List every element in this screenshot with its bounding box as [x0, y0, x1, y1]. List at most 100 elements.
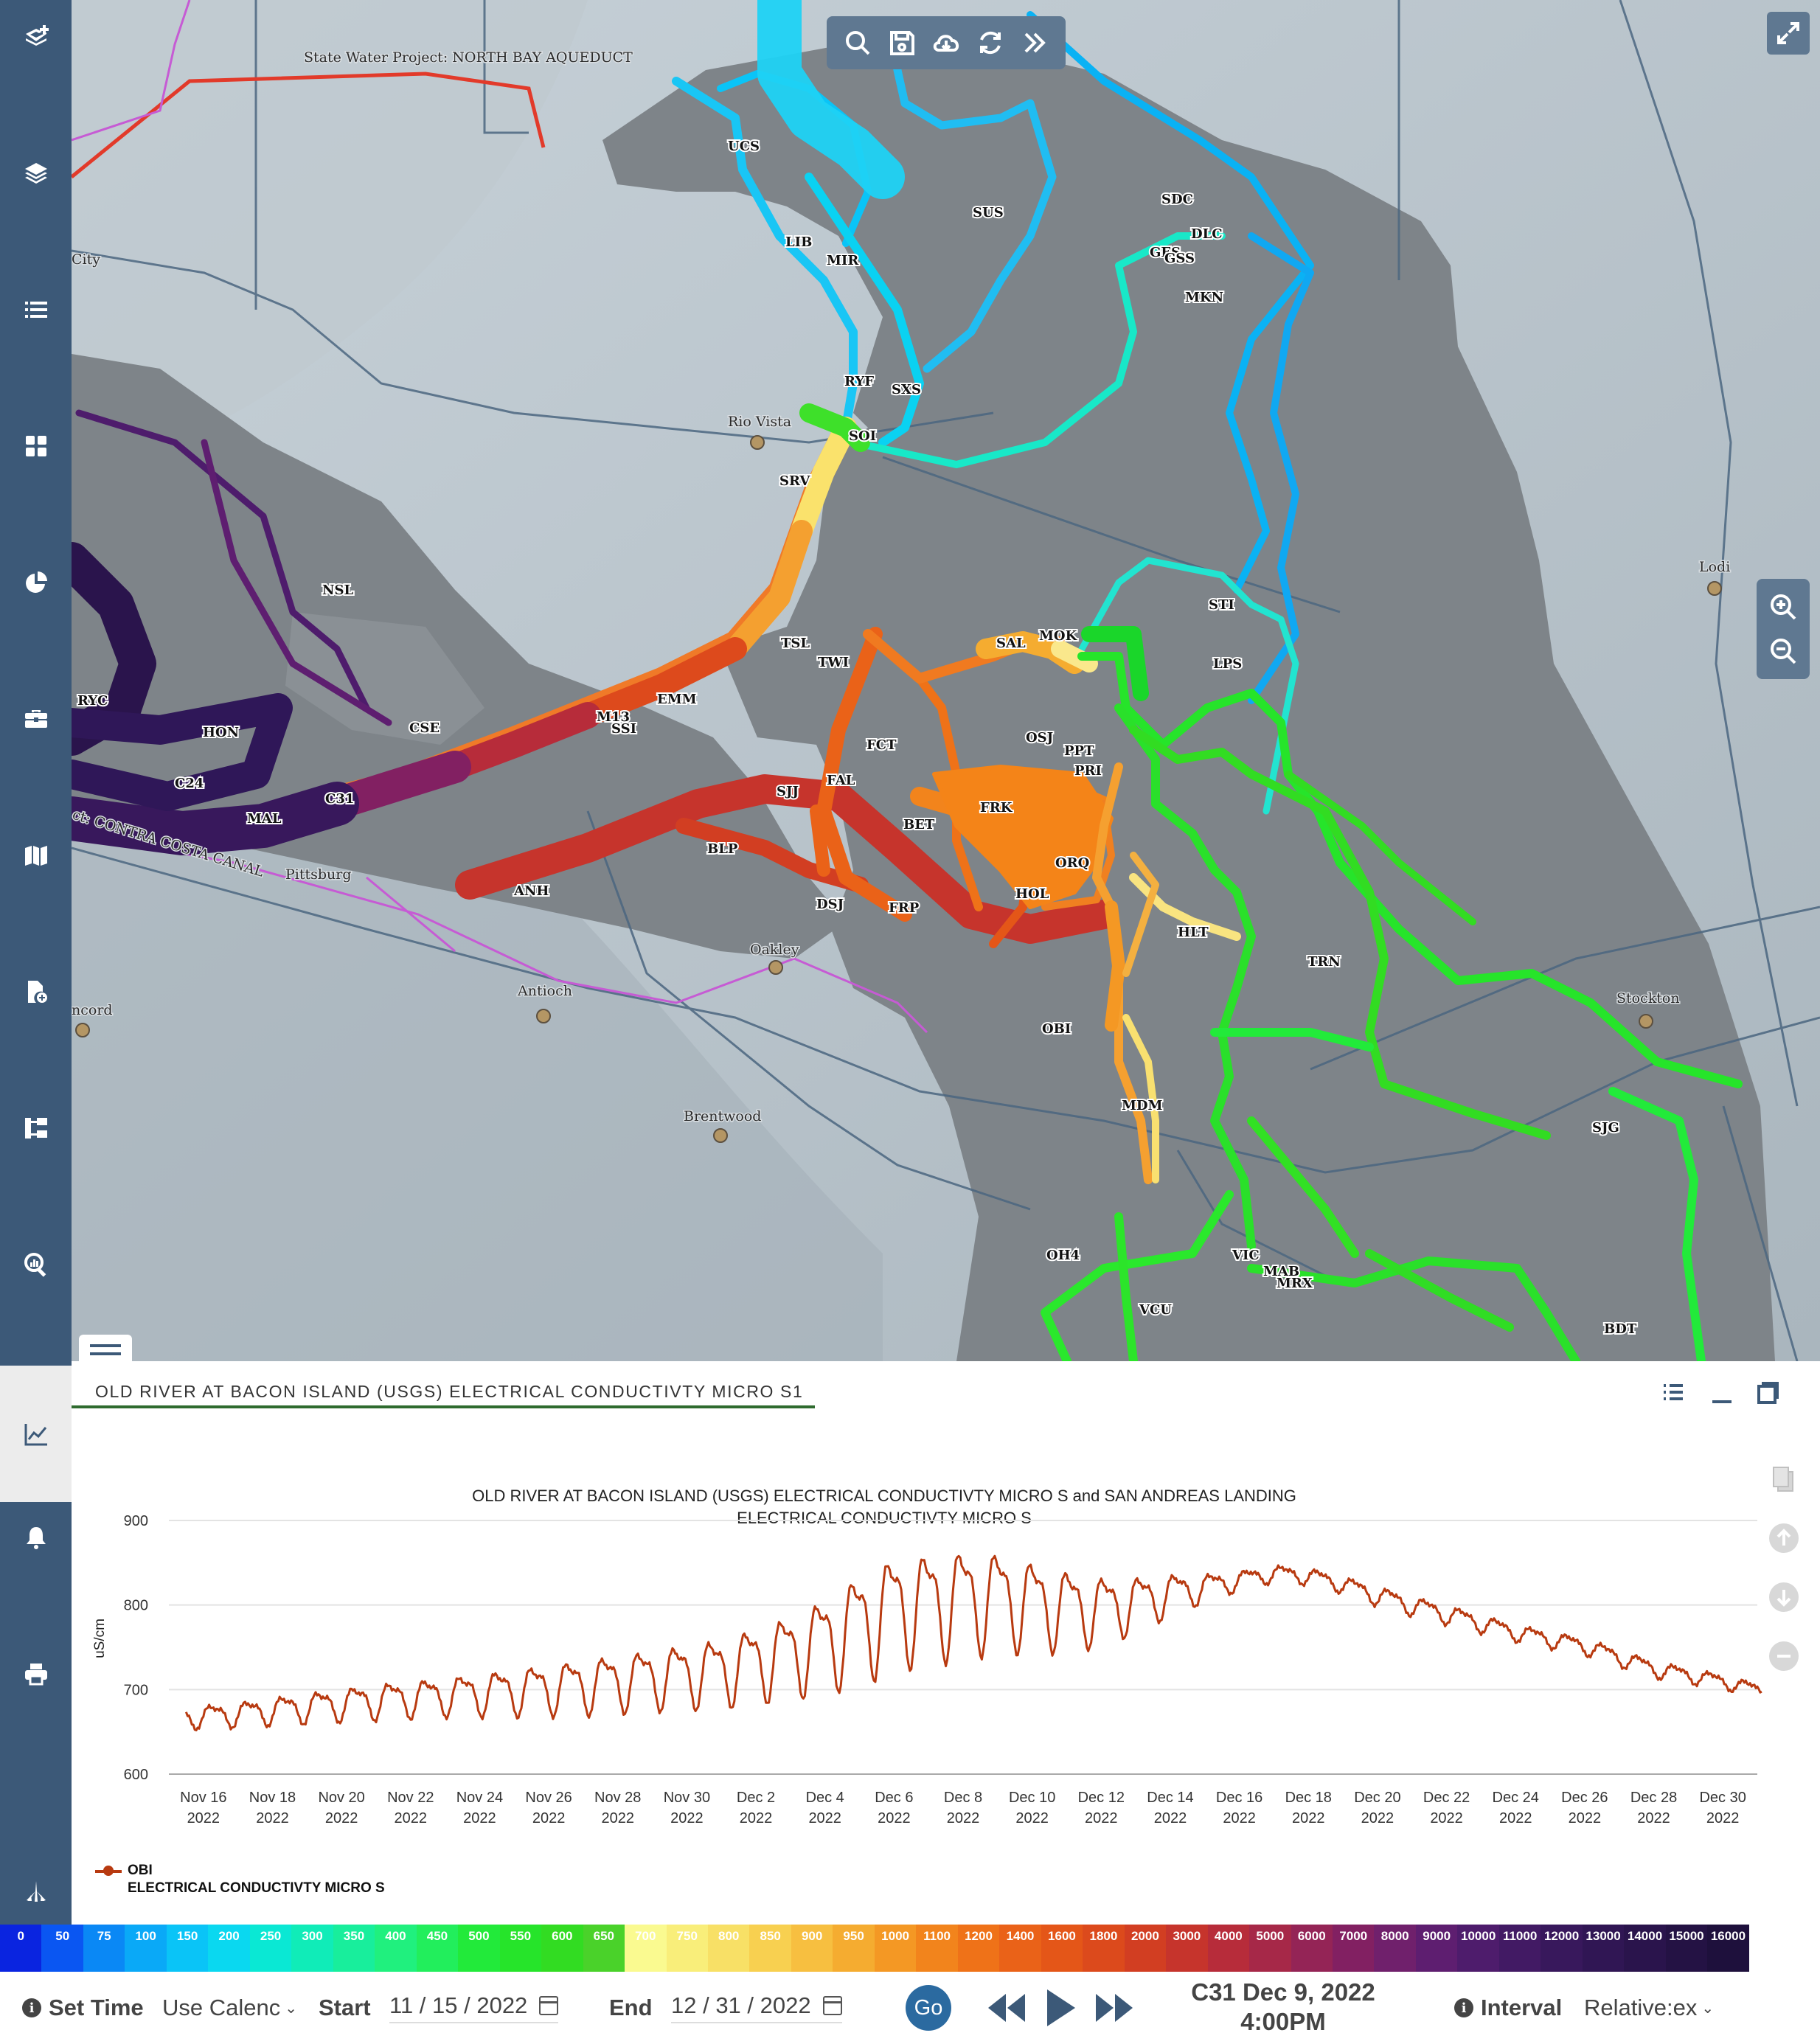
station-label-cse[interactable]: CSE: [408, 719, 441, 737]
calendar-icon[interactable]: [539, 1996, 559, 2015]
station-label-vcu[interactable]: VCU: [1137, 1301, 1173, 1319]
station-label-mdm[interactable]: MDM: [1120, 1096, 1164, 1115]
station-label-pri[interactable]: PRI: [1073, 762, 1103, 780]
map-view[interactable]: State Water Project: NORTH BAY AQUEDUCT …: [72, 0, 1820, 1361]
chart-search-button[interactable]: [0, 1231, 72, 1298]
station-label-hon[interactable]: HON: [201, 723, 240, 742]
add-layer-button[interactable]: [0, 4, 72, 70]
station-label-dsj[interactable]: DSJ: [815, 895, 845, 914]
toolbox-button[interactable]: [0, 686, 72, 752]
station-label-hol[interactable]: HOL: [1014, 885, 1051, 903]
station-label-sti[interactable]: STI: [1207, 596, 1236, 614]
map-more-button[interactable]: [1017, 25, 1052, 60]
station-label-ucs[interactable]: UCS: [726, 137, 761, 156]
station-label-twi[interactable]: TWI: [816, 653, 850, 672]
station-label-lib[interactable]: LIB: [784, 233, 813, 251]
print-button[interactable]: [0, 1641, 72, 1707]
series-line-obi[interactable]: [184, 1554, 1762, 1731]
station-label-mrx[interactable]: MRX: [1275, 1274, 1314, 1293]
station-label-bet[interactable]: BET: [902, 816, 937, 834]
set-time-help[interactable]: i Set Time: [22, 1972, 144, 2044]
station-label-srv[interactable]: SRV: [778, 472, 812, 490]
station-label-blp[interactable]: BLP: [706, 840, 740, 858]
station-label-c24[interactable]: C24: [173, 774, 205, 793]
station-label-mkn[interactable]: MKN: [1184, 288, 1225, 307]
station-label-frk[interactable]: FRK: [979, 799, 1015, 817]
map-button[interactable]: [0, 822, 72, 889]
panel-menu-button[interactable]: [79, 1335, 132, 1364]
station-label-frp[interactable]: FRP: [887, 899, 921, 917]
station-label-sxs[interactable]: SXS: [890, 380, 923, 399]
station-label-dlc[interactable]: DLC: [1189, 225, 1224, 243]
calendar-icon[interactable]: [822, 1996, 842, 2015]
add-file-button[interactable]: [0, 959, 72, 1025]
panel-minimize-button[interactable]: [1707, 1377, 1737, 1407]
station-label-fal[interactable]: FAL: [825, 771, 857, 790]
panel-list-button[interactable]: [1659, 1377, 1688, 1407]
station-label-ssi[interactable]: SSI: [610, 720, 638, 738]
map-save-button[interactable]: [884, 25, 920, 60]
station-label-mab[interactable]: MAB: [1262, 1262, 1301, 1281]
copy-button[interactable]: [1768, 1463, 1800, 1495]
panel-maximize-button[interactable]: [1753, 1377, 1782, 1407]
tab-chart[interactable]: OLD RIVER AT BACON ISLAND (USGS) ELECTRI…: [72, 1369, 815, 1408]
go-button[interactable]: Go: [906, 1985, 951, 2031]
station-label-obi[interactable]: OBI: [1041, 1020, 1072, 1038]
station-label-soi[interactable]: SOI: [847, 427, 878, 445]
time-series-chart[interactable]: OLD RIVER AT BACON ISLAND (USGS) ELECTRI…: [72, 1435, 1768, 1848]
station-label-oh4[interactable]: OH4: [1045, 1246, 1081, 1265]
start-date-input[interactable]: 11 / 15 / 2022: [389, 1972, 559, 2044]
scroll-up-button[interactable]: [1768, 1522, 1800, 1554]
station-label-bdt[interactable]: BDT: [1602, 1320, 1639, 1338]
station-label-gss[interactable]: GSS: [1163, 249, 1196, 268]
step-back-icon[interactable]: [981, 1982, 1032, 2034]
station-label-sjg[interactable]: SJG: [1591, 1119, 1621, 1137]
station-label-m13[interactable]: M13: [595, 708, 631, 726]
hierarchy-button[interactable]: [0, 1095, 72, 1161]
alerts-button[interactable]: [0, 1504, 72, 1571]
station-label-ryf[interactable]: RYF: [843, 372, 875, 391]
zoom-out-button[interactable]: [1762, 630, 1804, 672]
station-label-sjj[interactable]: SJJ: [775, 782, 800, 801]
station-label-mir[interactable]: MIR: [825, 251, 861, 270]
station-label-ppt[interactable]: PPT: [1063, 742, 1096, 760]
station-label-orq[interactable]: ORQ: [1054, 854, 1091, 872]
station-label-nsl[interactable]: NSL: [321, 581, 355, 599]
map-canvas[interactable]: State Water Project: NORTH BAY AQUEDUCT …: [72, 0, 1820, 1361]
station-label-sus[interactable]: SUS: [971, 204, 1005, 222]
remove-button[interactable]: [1768, 1640, 1800, 1672]
station-label-sdc[interactable]: SDC: [1160, 190, 1195, 209]
station-label-anh[interactable]: ANH: [512, 882, 550, 900]
station-label-emm[interactable]: EMM: [656, 690, 698, 709]
scroll-down-button[interactable]: [1768, 1581, 1800, 1613]
station-label-mal[interactable]: MAL: [246, 810, 283, 828]
station-label-c31[interactable]: C31: [324, 790, 355, 808]
map-search-button[interactable]: [840, 25, 875, 60]
interval-help[interactable]: i Interval: [1454, 1972, 1562, 2044]
step-forward-icon[interactable]: [1088, 1982, 1140, 2034]
fullscreen-button[interactable]: [1767, 12, 1810, 55]
map-download-button[interactable]: [928, 25, 964, 60]
dashboard-button[interactable]: [0, 413, 72, 479]
station-label-ryc[interactable]: RYC: [76, 692, 109, 710]
station-label-tsl[interactable]: TSL: [779, 634, 811, 653]
station-label-hlt[interactable]: HLT: [1176, 923, 1210, 942]
play-icon[interactable]: [1040, 1982, 1081, 2034]
map-refresh-button[interactable]: [973, 25, 1008, 60]
interval-select[interactable]: Relative:ex ⌄: [1584, 1972, 1714, 2044]
pie-chart-button[interactable]: [0, 549, 72, 616]
station-label-lps[interactable]: LPS: [1212, 655, 1243, 673]
time-series-button[interactable]: [0, 1366, 72, 1502]
station-label-mok[interactable]: MOK: [1038, 627, 1080, 645]
set-time-select[interactable]: Use Calenc ⌄: [162, 1972, 297, 2044]
station-label-trn[interactable]: TRN: [1306, 953, 1342, 971]
station-label-osj[interactable]: OSJ: [1024, 729, 1055, 747]
station-label-fct[interactable]: FCT: [865, 736, 898, 754]
station-label-ges[interactable]: GES: [1148, 243, 1182, 262]
station-label-sal[interactable]: SAL: [995, 634, 1027, 653]
end-date-input[interactable]: 12 / 31 / 2022: [671, 1972, 842, 2044]
list-button[interactable]: [0, 277, 72, 343]
station-label-vic[interactable]: VIC: [1230, 1246, 1261, 1265]
zoom-in-button[interactable]: [1762, 586, 1804, 628]
layers-button[interactable]: [0, 140, 72, 206]
